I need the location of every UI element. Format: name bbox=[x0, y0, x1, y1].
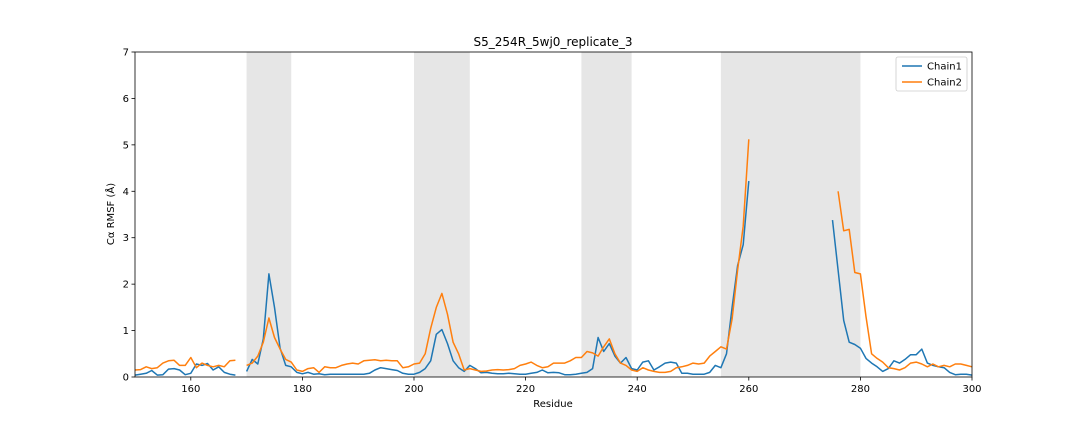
y-tick-label: 0 bbox=[123, 373, 129, 384]
series-line-chain1-segment-3 bbox=[831, 220, 973, 376]
x-tick-label: 300 bbox=[962, 384, 981, 395]
y-tick-label: 3 bbox=[123, 233, 129, 244]
x-tick-label: 160 bbox=[181, 384, 200, 395]
shaded-region-2 bbox=[414, 52, 470, 377]
x-tick-label: 240 bbox=[628, 384, 647, 395]
series-line-chain2-segment-3 bbox=[837, 191, 973, 371]
plot-frame bbox=[134, 51, 973, 378]
x-tick-label: 260 bbox=[739, 384, 758, 395]
y-tick-label: 4 bbox=[123, 187, 129, 198]
chart-title: S5_254R_5wj0_replicate_3 bbox=[474, 35, 633, 49]
series-line-chain1-segment-1 bbox=[134, 362, 236, 376]
y-tick-label: 2 bbox=[123, 280, 129, 291]
x-axis-label: Residue bbox=[533, 399, 572, 410]
shaded-region-1 bbox=[246, 52, 292, 377]
shaded-region-3 bbox=[581, 52, 632, 377]
x-tick-label: 280 bbox=[851, 384, 870, 395]
y-tick-label: 7 bbox=[123, 48, 129, 59]
y-axis: 0 1 2 3 4 5 6 7 bbox=[123, 48, 135, 384]
legend: Chain1 Chain2 bbox=[895, 56, 968, 92]
series-line-chain1-segment-2 bbox=[245, 181, 750, 376]
x-tick-label: 180 bbox=[293, 384, 312, 395]
legend-label-chain1: Chain1 bbox=[927, 62, 962, 73]
y-axis-label: Cα RMSF (Å) bbox=[104, 183, 117, 245]
series-chain1 bbox=[134, 181, 973, 376]
y-tick-label: 5 bbox=[123, 140, 129, 151]
x-tick-label: 200 bbox=[404, 384, 423, 395]
series-line-chain2-segment-1 bbox=[134, 356, 236, 371]
x-tick-label: 220 bbox=[516, 384, 535, 395]
shaded-region-4 bbox=[720, 52, 861, 377]
series-chain2 bbox=[134, 139, 973, 374]
series-lines bbox=[134, 139, 973, 376]
legend-label-chain2: Chain2 bbox=[927, 78, 962, 89]
x-axis: 160 180 200 220 240 260 280 300 bbox=[181, 377, 982, 395]
y-tick-label: 1 bbox=[123, 326, 129, 337]
series-line-chain2-segment-2 bbox=[246, 139, 750, 374]
y-tick-label: 6 bbox=[123, 94, 129, 105]
